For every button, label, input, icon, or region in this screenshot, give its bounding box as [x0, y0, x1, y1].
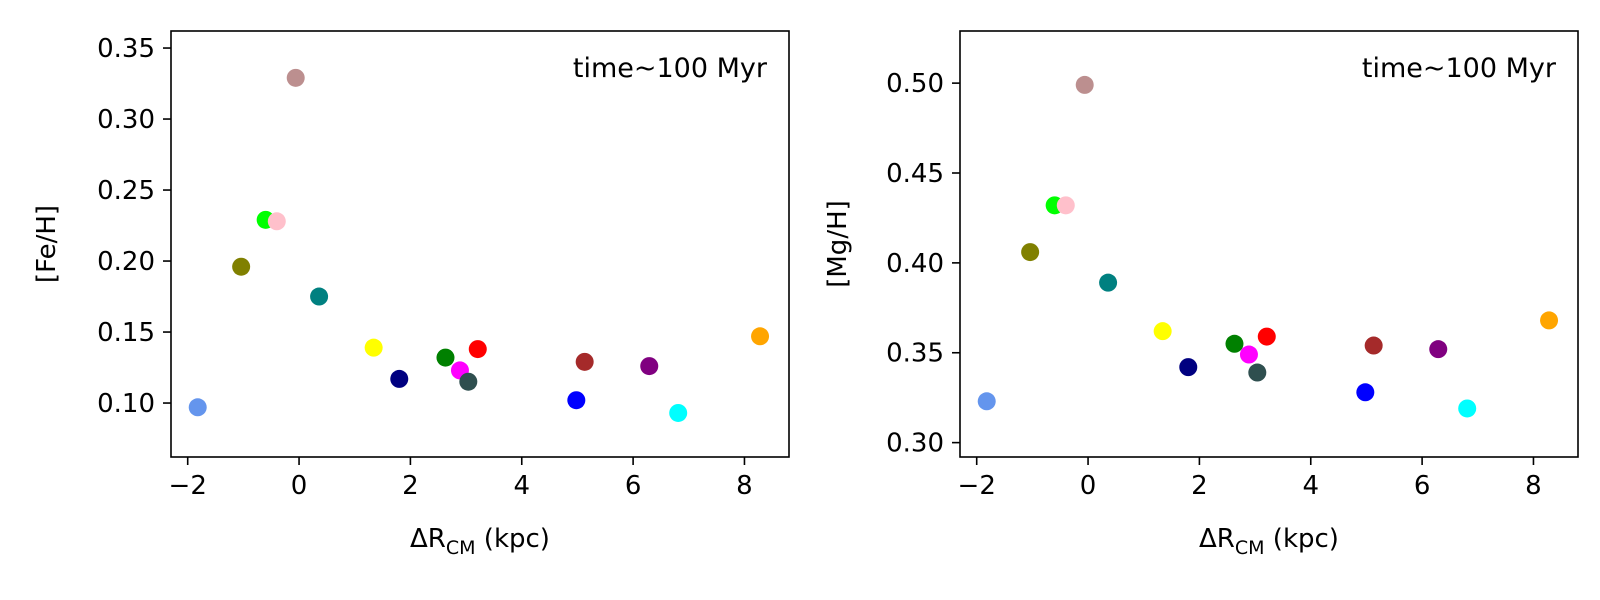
mg-point-14	[1429, 340, 1448, 359]
fe-point-1	[232, 257, 251, 276]
mg-x-label-suffix: (kpc)	[1265, 524, 1339, 554]
fe-y-tick-label: 0.15	[97, 318, 155, 348]
mg-point-8	[1225, 334, 1244, 353]
mg-point-3	[1056, 196, 1075, 215]
mg-x-tick-label: 2	[1191, 471, 1208, 501]
fe-ticks: −2 0 2 4 6 8 0.10 0.15 0.20 0.25 0.30 0.35	[97, 34, 753, 501]
fe-x-tick-label: 6	[625, 471, 642, 501]
mg-point-12	[1356, 383, 1375, 402]
mg-y-tick-label: 0.30	[886, 429, 944, 459]
mg-annotation: time~100 Myr	[1362, 53, 1557, 84]
fe-x-label-prefix: ΔR	[410, 524, 446, 554]
panel-mg: −2 0 2 4 6 8 0.30 0.35 0.40 0.45 0.50 time~100 Myr…	[823, 30, 1579, 559]
fe-y-tick-label: 0.10	[97, 389, 155, 419]
fe-x-tick-label: −2	[169, 471, 207, 501]
fe-point-15	[669, 403, 688, 422]
mg-x-tick-label: 4	[1302, 471, 1319, 501]
mg-y-tick-label: 0.50	[886, 69, 944, 99]
fe-plot-frame	[170, 30, 790, 458]
fe-y-tick-label: 0.25	[97, 176, 155, 206]
fe-point-7	[390, 369, 409, 388]
mg-point-6	[1153, 322, 1172, 341]
fe-x-tick-label: 0	[291, 471, 308, 501]
mg-y-tick-label: 0.45	[886, 159, 944, 189]
fe-y-tick-label: 0.30	[97, 105, 155, 135]
mg-point-11	[1257, 327, 1276, 346]
mg-plot-frame	[959, 30, 1579, 458]
mg-y-tick-label: 0.35	[886, 339, 944, 369]
mg-points	[977, 75, 1559, 418]
mg-point-7	[1179, 358, 1198, 377]
fe-point-13	[575, 352, 594, 371]
fe-y-tick-label: 0.35	[97, 34, 155, 64]
fe-y-tick-label: 0.20	[97, 247, 155, 277]
mg-x-tick-label: 8	[1525, 471, 1542, 501]
mg-point-0	[977, 392, 996, 411]
fe-x-label-suffix: (kpc)	[476, 524, 550, 554]
fe-point-3	[267, 212, 286, 231]
mg-x-tick-label: −2	[958, 471, 996, 501]
mg-x-axis-label: ΔRCM (kpc)	[1199, 524, 1339, 559]
panel-fe: −2 0 2 4 6 8 0.10 0.15 0.20 0.25 0.30 0.35 time~100…	[32, 30, 790, 559]
fe-x-tick-label: 4	[513, 471, 530, 501]
mg-point-4	[1075, 75, 1094, 94]
fe-point-10	[459, 372, 478, 391]
mg-y-axis-label: [Mg/H]	[823, 200, 853, 288]
mg-point-10	[1248, 363, 1267, 382]
fe-y-axis-label: [Fe/H]	[32, 205, 62, 283]
fe-annotation: time~100 Myr	[573, 53, 768, 84]
fe-point-16	[751, 327, 770, 346]
fe-point-8	[436, 348, 455, 367]
mg-point-16	[1540, 311, 1559, 330]
mg-x-tick-label: 6	[1414, 471, 1431, 501]
mg-point-5	[1099, 273, 1118, 292]
fe-x-tick-label: 2	[402, 471, 419, 501]
fe-x-label-subscript: CM	[446, 537, 476, 559]
mg-ticks: −2 0 2 4 6 8 0.30 0.35 0.40 0.45 0.50	[886, 69, 1542, 501]
mg-point-15	[1458, 399, 1477, 418]
fe-point-5	[310, 287, 329, 306]
fe-point-14	[640, 357, 659, 376]
fe-x-axis-label: ΔRCM (kpc)	[410, 524, 550, 559]
mg-point-9	[1239, 345, 1258, 364]
fe-point-0	[188, 398, 207, 417]
mg-y-tick-label: 0.40	[886, 249, 944, 279]
mg-x-tick-label: 0	[1080, 471, 1097, 501]
mg-point-13	[1364, 336, 1383, 355]
fe-point-6	[364, 338, 383, 357]
fe-points	[188, 68, 770, 422]
mg-x-label-subscript: CM	[1235, 537, 1265, 559]
fe-point-4	[286, 68, 305, 87]
fe-point-11	[468, 340, 487, 359]
fe-point-12	[567, 391, 586, 410]
fe-x-tick-label: 8	[736, 471, 753, 501]
mg-point-1	[1021, 243, 1040, 262]
mg-x-label-prefix: ΔR	[1199, 524, 1235, 554]
